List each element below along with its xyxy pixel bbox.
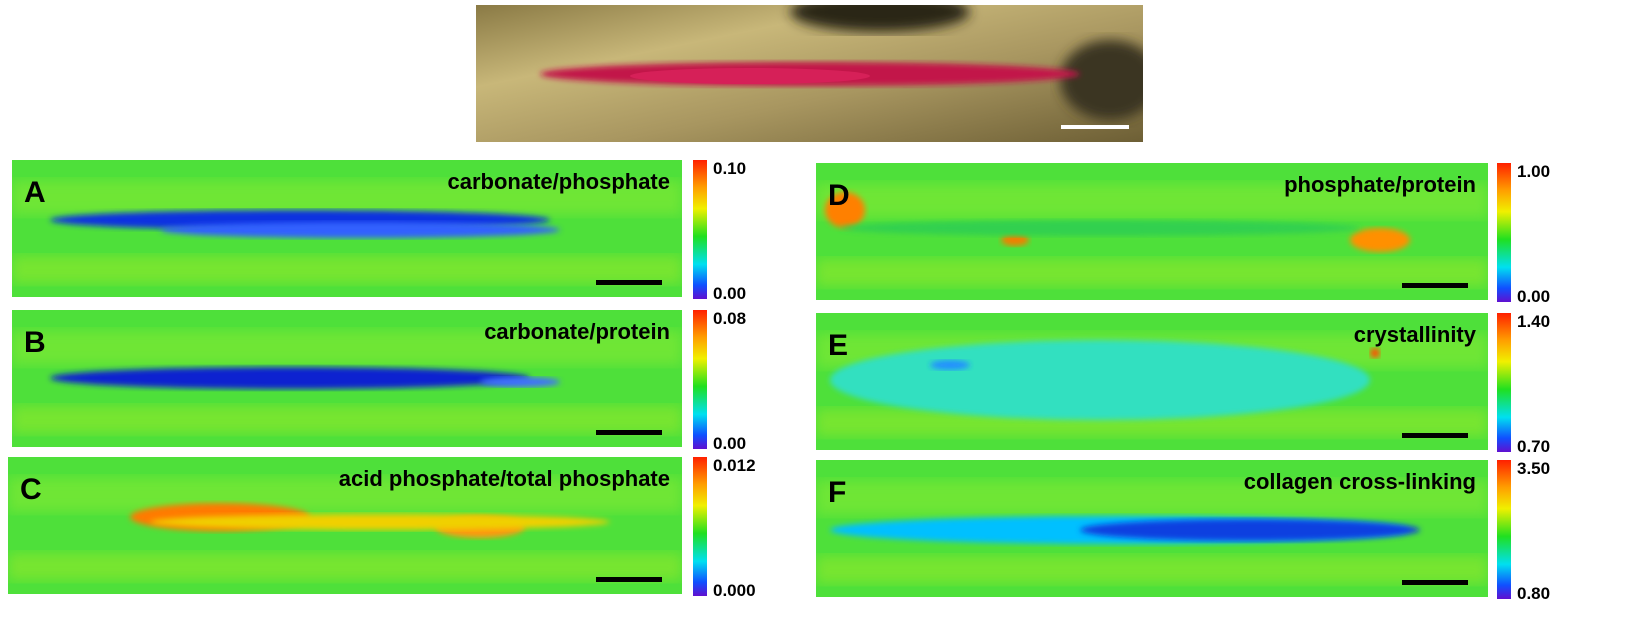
map-band bbox=[816, 556, 1488, 583]
map-feature bbox=[840, 220, 1360, 236]
stained-streak bbox=[630, 68, 870, 84]
map-feature bbox=[480, 377, 560, 387]
map-feature bbox=[50, 367, 530, 389]
panel-letter: A bbox=[24, 176, 46, 209]
panel-letter: C bbox=[20, 473, 42, 506]
scale-bar bbox=[1402, 283, 1468, 288]
map-feature bbox=[830, 340, 1370, 420]
color-bar bbox=[693, 457, 707, 596]
scale-min-label: 0.00 bbox=[713, 284, 746, 303]
scale-bar bbox=[596, 280, 662, 285]
map-feature bbox=[150, 514, 610, 530]
scale-min-label: 0.000 bbox=[713, 581, 756, 600]
scale-max-label: 1.40 bbox=[1517, 312, 1550, 331]
map-band bbox=[8, 553, 682, 580]
color-bar bbox=[693, 160, 707, 299]
color-bar bbox=[1497, 163, 1511, 302]
color-bar bbox=[693, 310, 707, 449]
scale-min-label: 0.70 bbox=[1517, 437, 1550, 456]
map-feature bbox=[1350, 228, 1410, 252]
map-feature bbox=[930, 360, 970, 370]
panel-letter: F bbox=[828, 476, 846, 509]
scale-bar bbox=[1402, 580, 1468, 585]
panel-letter: E bbox=[828, 329, 848, 362]
map-feature bbox=[160, 222, 560, 238]
panel-title: acid phosphate/total phosphate bbox=[339, 466, 670, 491]
scale-bar bbox=[596, 430, 662, 435]
map-feature bbox=[1001, 234, 1029, 246]
panel-letter: B bbox=[24, 326, 46, 359]
map-band bbox=[12, 256, 682, 283]
scale-bar bbox=[1402, 433, 1468, 438]
scale-max-label: 0.08 bbox=[713, 309, 746, 328]
panel-title: crystallinity bbox=[1354, 322, 1477, 347]
scale-min-label: 0.00 bbox=[1517, 287, 1550, 306]
map-band bbox=[12, 406, 682, 433]
scale-min-label: 0.00 bbox=[713, 434, 746, 453]
panel-letter: D bbox=[828, 179, 850, 212]
scale-max-label: 0.012 bbox=[713, 456, 756, 475]
scale-max-label: 3.50 bbox=[1517, 459, 1550, 478]
panel-title: carbonate/protein bbox=[484, 319, 670, 344]
panel-title: phosphate/protein bbox=[1284, 172, 1476, 197]
color-bar bbox=[1497, 313, 1511, 452]
scale-max-label: 1.00 bbox=[1517, 162, 1550, 181]
micrograph bbox=[476, 0, 1160, 142]
scale-bar bbox=[1061, 125, 1129, 129]
map-band bbox=[816, 259, 1488, 286]
scale-max-label: 0.10 bbox=[713, 159, 746, 178]
map-feature bbox=[1080, 519, 1420, 541]
panel-title: carbonate/phosphate bbox=[448, 169, 670, 194]
color-bar bbox=[1497, 460, 1511, 599]
scale-min-label: 0.80 bbox=[1517, 584, 1550, 603]
scale-bar bbox=[596, 577, 662, 582]
dark-region bbox=[1060, 40, 1160, 120]
panel-title: collagen cross-linking bbox=[1244, 469, 1476, 494]
map-feature bbox=[1370, 348, 1380, 358]
figure: Acarbonate/phosphate0.100.00Bcarbonate/p… bbox=[0, 0, 1633, 631]
